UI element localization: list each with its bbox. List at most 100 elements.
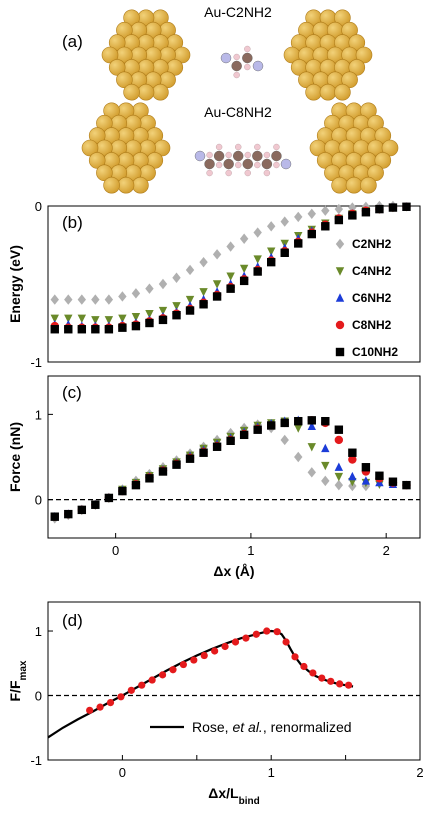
- data-point: [226, 284, 235, 293]
- data-point: [280, 248, 289, 257]
- panel-d-ytick-label: 1: [35, 624, 42, 639]
- data-point: [334, 215, 344, 225]
- data-point: [131, 288, 141, 299]
- data-point: [402, 202, 411, 211]
- data-point: [273, 628, 281, 636]
- data-point: [253, 227, 262, 238]
- data-point: [361, 476, 371, 485]
- panel-d-xtick-label: 1: [268, 765, 275, 780]
- panel-d-xtick-label: 0: [119, 765, 126, 780]
- data-point: [77, 294, 87, 305]
- data-point: [300, 662, 308, 671]
- data-point: [118, 314, 127, 324]
- panel-c-xtick-label: 0: [112, 543, 119, 558]
- data-point: [118, 486, 127, 496]
- legend-label-c4nh2: C4NH2: [352, 264, 392, 278]
- data-point: [239, 264, 249, 274]
- series-c2nh2: [50, 200, 398, 305]
- gold-electrode-right-bottom: [309, 102, 399, 194]
- data-point: [200, 651, 208, 660]
- data-point: [267, 421, 276, 430]
- data-point: [402, 480, 411, 490]
- data-point: [375, 471, 384, 480]
- panel-b-energy-plot: 0 -1 (b) Energy (eV) C2NH2 C4NH2 C6NH2 C8NH2 C10…: [7, 199, 421, 370]
- data-point: [348, 471, 357, 481]
- data-point: [282, 638, 290, 646]
- data-point: [226, 241, 235, 252]
- data-point: [185, 454, 195, 463]
- data-point: [86, 706, 94, 714]
- panel-b-ylabel: Energy (eV): [7, 245, 23, 323]
- panel-c-ytick-label: 1: [35, 407, 42, 422]
- data-point: [199, 448, 208, 457]
- gold-electrode-left-bottom: [81, 102, 171, 194]
- data-point: [344, 681, 353, 689]
- molecule-c8nh2: [194, 143, 292, 177]
- data-point: [64, 509, 73, 519]
- data-point: [145, 474, 154, 483]
- data-point: [145, 318, 154, 328]
- data-point: [226, 272, 235, 281]
- data-point: [212, 280, 222, 289]
- gold-electrode-left-top: [101, 9, 191, 101]
- data-point: [50, 325, 59, 334]
- data-point: [50, 512, 59, 521]
- data-point: [280, 434, 289, 446]
- data-point: [294, 424, 303, 433]
- data-point: [169, 666, 177, 674]
- data-point: [242, 634, 250, 642]
- data-point: [231, 638, 240, 646]
- data-point: [148, 676, 156, 684]
- data-point: [185, 295, 195, 305]
- data-point: [294, 451, 303, 463]
- panel-c-label: (c): [62, 383, 82, 402]
- data-point: [190, 656, 198, 664]
- data-point: [145, 309, 154, 319]
- data-point: [212, 292, 222, 301]
- panel-d-ytick-label: -1: [30, 753, 42, 768]
- data-point: [239, 233, 249, 244]
- series-c10nh2: [50, 416, 411, 521]
- data-point: [253, 425, 262, 434]
- data-point: [388, 477, 398, 486]
- data-point: [327, 677, 335, 685]
- data-point: [117, 693, 125, 701]
- data-point: [334, 425, 344, 434]
- data-point: [307, 421, 316, 431]
- data-point: [388, 203, 398, 212]
- panel-c-ytick-label: 0: [35, 493, 42, 508]
- data-point: [307, 443, 316, 452]
- legend-marker-c6nh2: [335, 293, 345, 302]
- panel-d-xtick-label: 2: [416, 765, 423, 780]
- data-point: [334, 435, 344, 445]
- data-point: [318, 674, 326, 682]
- data-point: [104, 493, 114, 503]
- data-point: [50, 294, 59, 305]
- data-point: [307, 208, 316, 219]
- data-point: [267, 257, 276, 267]
- panel-c-axes-frame: [47, 375, 421, 539]
- data-point: [199, 300, 208, 309]
- data-point: [158, 467, 168, 476]
- data-point: [334, 472, 344, 482]
- panel-b-ytick-label: 0: [35, 199, 42, 214]
- data-point: [321, 416, 330, 426]
- data-point: [280, 418, 289, 428]
- data-point: [321, 475, 330, 487]
- molecule-label-c8nh2: Au-C8NH2: [204, 104, 272, 120]
- data-point: [221, 642, 229, 651]
- data-point: [307, 467, 316, 478]
- data-point: [77, 325, 87, 334]
- data-point: [77, 505, 87, 515]
- data-point: [253, 255, 262, 264]
- data-point: [104, 294, 114, 305]
- data-point: [321, 461, 330, 471]
- data-point: [239, 430, 249, 440]
- data-point: [253, 267, 262, 276]
- data-point: [334, 462, 344, 471]
- data-point: [334, 479, 344, 491]
- data-point: [172, 272, 181, 283]
- data-point: [91, 325, 100, 334]
- data-point: [294, 239, 303, 248]
